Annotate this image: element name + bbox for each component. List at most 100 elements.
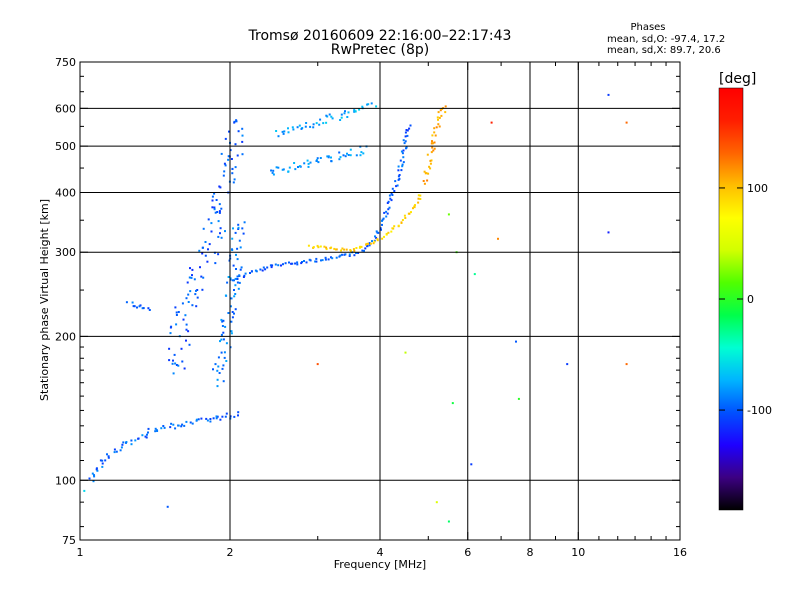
- echo-point: [183, 424, 186, 427]
- echo-point: [325, 246, 328, 249]
- echo-point: [229, 415, 232, 418]
- echo-point: [338, 158, 341, 161]
- echo-point: [206, 419, 209, 422]
- echo-point: [430, 159, 433, 162]
- echo-point: [237, 228, 240, 230]
- echo-point: [315, 260, 318, 263]
- echo-point: [185, 323, 188, 326]
- echo-point: [330, 160, 333, 163]
- echo-point: [340, 113, 343, 116]
- echo-point: [199, 266, 201, 269]
- echo-point: [186, 281, 189, 284]
- echo-point: [365, 242, 368, 245]
- echo-point: [408, 212, 411, 215]
- echo-point: [330, 115, 333, 118]
- echo-point: [607, 93, 610, 96]
- echo-point: [307, 165, 310, 168]
- echo-point: [270, 266, 273, 269]
- echo-point: [346, 152, 348, 155]
- echo-point: [227, 155, 230, 158]
- echo-point: [287, 170, 290, 173]
- echo-point: [294, 262, 297, 265]
- echo-point: [211, 195, 214, 198]
- echo-point: [227, 158, 230, 161]
- echo-point: [218, 203, 221, 206]
- echo-point: [379, 227, 382, 230]
- echo-point: [385, 215, 388, 218]
- echo-point: [141, 307, 144, 310]
- echo-point: [259, 268, 262, 271]
- echo-point: [235, 119, 238, 122]
- echo-point: [352, 248, 355, 251]
- echo-point: [206, 260, 209, 263]
- echo-point: [181, 423, 184, 426]
- echo-point: [264, 268, 267, 271]
- echo-point: [224, 415, 227, 418]
- echo-point: [175, 311, 178, 314]
- echo-point: [390, 192, 393, 195]
- echo-point: [217, 235, 220, 238]
- echo-point: [222, 331, 225, 334]
- echo-point: [231, 172, 234, 175]
- echo-point: [188, 343, 191, 346]
- x-tick-label: 1: [77, 546, 84, 559]
- echo-point: [101, 465, 104, 468]
- echo-point: [385, 210, 388, 213]
- echo-point: [429, 167, 432, 170]
- echo-point: [400, 169, 403, 172]
- echo-point: [292, 128, 295, 131]
- echo-point: [360, 245, 363, 248]
- echo-point: [303, 162, 306, 165]
- echo-point: [242, 232, 245, 235]
- echo-point: [353, 109, 356, 112]
- echo-point: [321, 259, 324, 262]
- echo-point: [219, 418, 222, 421]
- echo-point: [371, 240, 373, 243]
- echo-point: [426, 179, 429, 182]
- echo-point: [231, 237, 234, 240]
- echo-point: [180, 425, 183, 428]
- echo-point: [230, 297, 233, 300]
- echo-point: [228, 130, 230, 133]
- y-tick-label: 400: [55, 186, 76, 199]
- echo-point: [309, 161, 312, 164]
- echo-point: [239, 246, 242, 249]
- echo-point: [281, 130, 284, 133]
- echo-point: [249, 272, 251, 274]
- echo-point: [125, 441, 127, 444]
- echo-point: [362, 152, 365, 155]
- echo-point: [195, 418, 198, 421]
- echo-point: [215, 417, 218, 420]
- echo-point: [207, 248, 209, 251]
- echo-point: [236, 278, 239, 280]
- echo-point: [208, 243, 211, 246]
- echo-point: [281, 168, 284, 171]
- echo-point: [220, 318, 223, 321]
- echo-point: [195, 289, 197, 292]
- y-tick-label: 75: [62, 534, 76, 547]
- echo-point: [241, 127, 244, 130]
- echo-point: [317, 161, 320, 164]
- echo-point: [270, 169, 273, 172]
- echo-point: [119, 449, 122, 452]
- echo-point: [391, 187, 394, 190]
- echo-point: [419, 194, 422, 197]
- echo-point: [358, 246, 361, 249]
- stats-x-mode: mean, sd,X: 89.7, 20.6: [607, 45, 721, 56]
- axes: 1 2 4 6 8 10 16 75 100 200 300 400 500 600 750: [55, 56, 687, 559]
- echo-point: [214, 262, 217, 265]
- echo-point: [319, 157, 322, 159]
- echo-point: [394, 180, 397, 183]
- echo-point: [191, 304, 194, 307]
- echo-point: [168, 347, 171, 350]
- x-tick-label: 6: [464, 546, 471, 559]
- echo-point: [403, 142, 406, 145]
- echo-point: [230, 158, 233, 160]
- echo-point: [430, 151, 433, 154]
- y-axis-label: Stationary phase Virtual Height [km]: [38, 199, 51, 401]
- echo-point: [431, 140, 433, 143]
- echo-point: [431, 146, 434, 149]
- echo-point: [226, 281, 229, 284]
- echo-point: [438, 125, 441, 128]
